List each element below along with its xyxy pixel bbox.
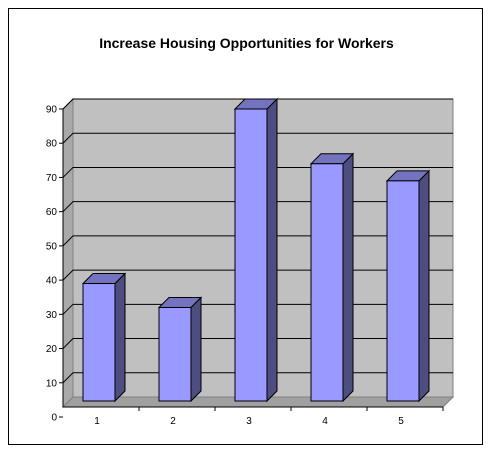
bar-side <box>190 296 202 403</box>
y-tick-label: 70 <box>46 173 58 184</box>
x-tick-label: 3 <box>246 416 252 427</box>
bar <box>234 108 268 402</box>
bar <box>386 180 420 402</box>
y-tick-label: 90 <box>46 105 58 116</box>
y-tick-label: 50 <box>46 241 58 252</box>
x-tick-label: 5 <box>398 416 404 427</box>
gridline <box>62 132 453 144</box>
x-tick-label: 1 <box>94 416 100 427</box>
bar-chart: 0 10 20 30 40 50 60 70 80 90 1 2 3 4 5 <box>46 97 455 427</box>
bar-side <box>342 152 354 403</box>
gridline <box>62 98 453 110</box>
chart-frame: Increase Housing Opportunities for Worke… <box>8 8 483 445</box>
y-tick-label: 20 <box>46 344 58 355</box>
bar-side <box>114 272 126 403</box>
y-tick-label: 40 <box>46 276 58 287</box>
x-tick-label: 2 <box>170 416 176 427</box>
y-tick-label: 60 <box>46 207 58 218</box>
y-tick-label: 10 <box>46 378 58 389</box>
y-tick-label: 30 <box>46 310 58 321</box>
bar <box>310 163 344 402</box>
y-tick-label: 0 <box>51 413 57 424</box>
bar <box>82 283 116 402</box>
bar-side <box>266 97 278 403</box>
bar <box>158 306 192 402</box>
x-tick-label: 4 <box>322 416 328 427</box>
plot-side-wall <box>62 97 74 409</box>
chart-title: Increase Housing Opportunities for Worke… <box>99 35 394 51</box>
y-tick-label: 80 <box>46 139 58 150</box>
bar-side <box>418 169 430 403</box>
